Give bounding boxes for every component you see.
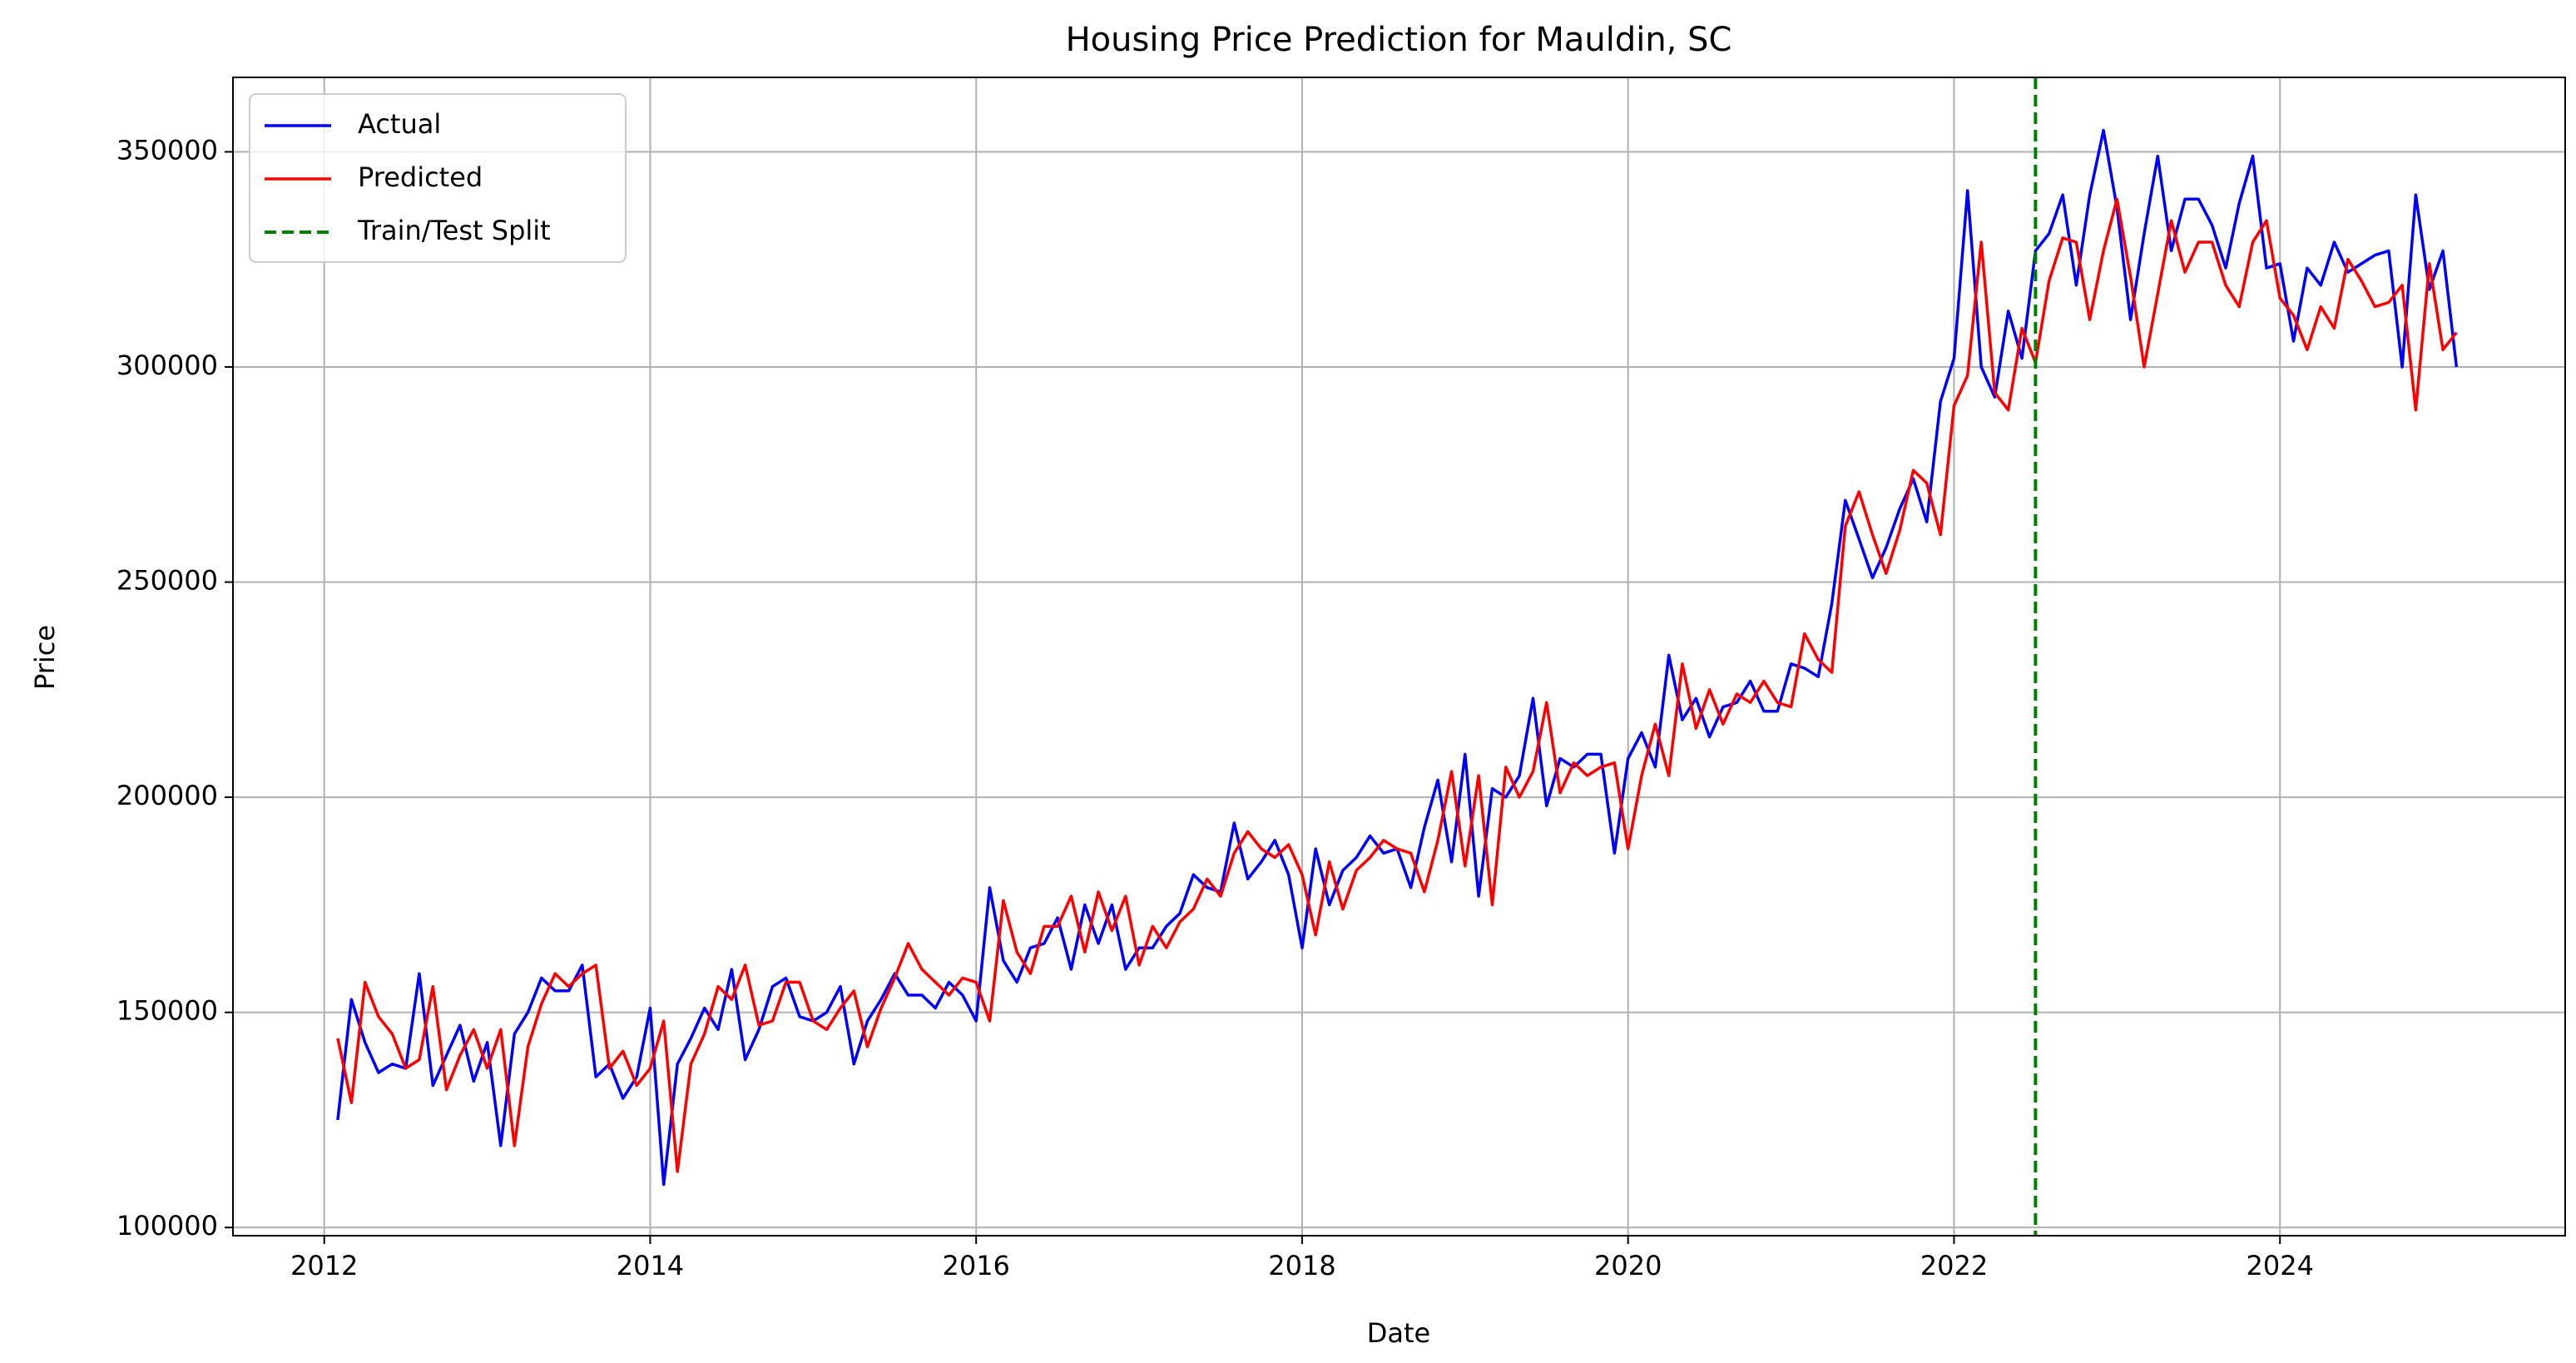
data-line bbox=[336, 128, 2459, 1187]
y-tick-label: 300000 bbox=[116, 349, 218, 381]
legend-label: Actual bbox=[358, 108, 441, 140]
y-tick-label: 150000 bbox=[116, 995, 218, 1027]
y-tick-label: 100000 bbox=[116, 1210, 218, 1242]
legend-label: Train/Test Split bbox=[357, 215, 551, 246]
data-line bbox=[336, 197, 2458, 1173]
y-axis-label: Price bbox=[29, 625, 61, 690]
y-tick-label: 200000 bbox=[116, 780, 218, 811]
x-axis-label: Date bbox=[1367, 1317, 1430, 1349]
plot-frame bbox=[232, 77, 2566, 1237]
x-tick-label: 2012 bbox=[290, 1250, 358, 1281]
x-tick-label: 2016 bbox=[942, 1250, 1009, 1281]
x-tick-label: 2022 bbox=[1920, 1250, 1988, 1281]
legend-label: Predicted bbox=[358, 161, 483, 193]
y-tick-label: 350000 bbox=[116, 134, 218, 166]
x-tick-label: 2020 bbox=[1594, 1250, 1662, 1281]
x-tick-label: 2014 bbox=[617, 1250, 684, 1281]
y-tick-label: 250000 bbox=[116, 565, 218, 597]
legend-box bbox=[249, 93, 627, 263]
x-tick-label: 2018 bbox=[1268, 1250, 1335, 1281]
chart-title: Housing Price Prediction for Mauldin, SC bbox=[1066, 21, 1732, 59]
x-tick-label: 2024 bbox=[2246, 1250, 2313, 1281]
